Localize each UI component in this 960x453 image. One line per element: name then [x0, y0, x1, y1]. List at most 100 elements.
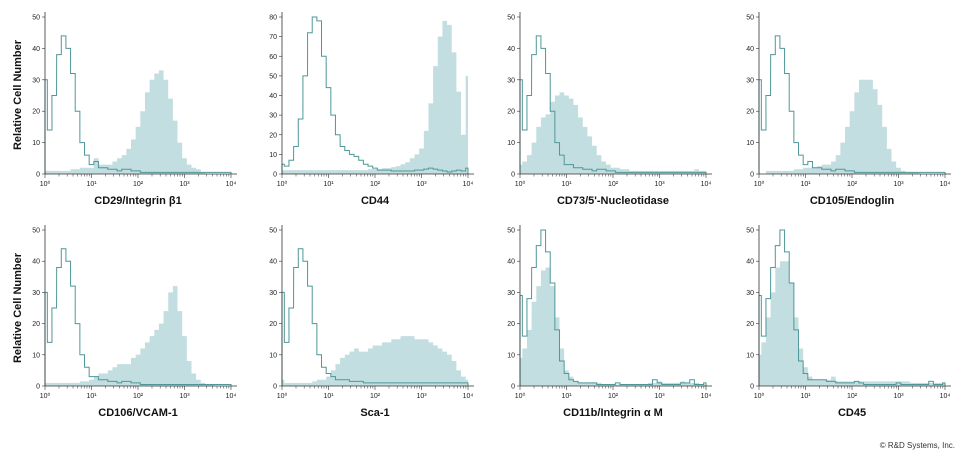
x-tick-label: 10¹: [561, 181, 572, 188]
histogram-panel: 0 10 20 30 40 50 10⁰ 10¹ 10² 10³ 10⁴ CD105/Endoglin: [746, 12, 951, 207]
x-tick-label: 10²: [370, 181, 381, 188]
histogram-panel: 0 10 20 30 40 50 10⁰ 10¹ 10² 10³ 10⁴ Sca-1: [269, 225, 474, 419]
x-tick-label: 10⁴: [226, 181, 237, 188]
y-tick-label: 70: [269, 34, 277, 41]
y-tick-label: 10: [32, 140, 40, 147]
x-tick-label: 10⁴: [463, 181, 474, 188]
stained-histogram: [520, 92, 706, 174]
isotype-histogram: [281, 16, 469, 174]
isotype-histogram: [758, 35, 946, 174]
y-tick-label: 30: [746, 77, 754, 84]
x-tick-label: 10²: [608, 393, 619, 400]
x-axis-label: CD73/5'-Nucleotidase: [557, 195, 669, 207]
y-axis-label-bottom: Relative Cell Number: [12, 252, 24, 363]
stained-histogram: [759, 79, 945, 174]
x-axis-label: CD29/Integrin β1: [94, 195, 181, 207]
x-tick-label: 10⁴: [940, 393, 951, 400]
y-tick-label: 40: [746, 46, 754, 53]
y-tick-label: 50: [746, 228, 754, 235]
x-tick-label: 10¹: [800, 393, 811, 400]
x-tick-label: 10⁰: [277, 180, 288, 188]
isotype-histogram: [44, 35, 232, 174]
stained-histogram: [282, 20, 468, 174]
stained-histogram: [45, 70, 231, 174]
histogram-panel: 0 10 20 30 40 50 10⁰ 10¹ 10² 10³ 10⁴ CD45: [746, 225, 951, 419]
y-tick-label: 0: [750, 384, 754, 391]
y-tick-label: 0: [511, 172, 515, 179]
x-tick-label: 10³: [654, 181, 665, 188]
isotype-histogram: [281, 248, 469, 386]
y-tick-label: 10: [746, 140, 754, 147]
histogram-panel: 0 10 20 30 40 50 60 70 80 10⁰ 10¹ 10² 10³ 10⁴ CD44: [269, 12, 474, 207]
x-tick-label: 10⁴: [940, 181, 951, 188]
y-tick-label: 30: [746, 290, 754, 297]
x-tick-label: 10²: [847, 393, 858, 400]
y-tick-label: 30: [507, 77, 515, 84]
histogram-panel: 0 10 20 30 40 50 10⁰ 10¹ 10² 10³ 10⁴ CD73/5'-Nucleo…: [507, 12, 712, 207]
isotype-histogram: [44, 248, 232, 386]
stained-histogram: [282, 336, 468, 386]
x-tick-label: 10³: [893, 393, 904, 400]
y-tick-label: 0: [273, 384, 277, 391]
y-tick-label: 50: [32, 15, 40, 22]
y-tick-label: 10: [269, 352, 277, 359]
y-tick-label: 20: [746, 109, 754, 116]
y-tick-label: 40: [746, 259, 754, 266]
x-tick-label: 10³: [654, 393, 665, 400]
x-tick-label: 10⁴: [701, 181, 712, 188]
stained-histogram: [45, 286, 231, 386]
histogram-panel: 0 10 20 30 40 50 10⁰ 10¹ 10² 10³ 10⁴ CD29/Integrin …: [32, 12, 237, 207]
x-axis-label: CD45: [838, 407, 866, 419]
y-tick-label: 20: [32, 109, 40, 116]
y-tick-label: 80: [269, 15, 277, 22]
x-tick-label: 10⁰: [277, 392, 288, 400]
y-tick-label: 50: [746, 15, 754, 22]
x-tick-label: 10¹: [86, 181, 97, 188]
y-tick-label: 40: [269, 93, 277, 100]
y-tick-label: 40: [32, 46, 40, 53]
y-tick-label: 40: [507, 259, 515, 266]
x-axis-label: Sca-1: [360, 407, 389, 419]
y-tick-label: 10: [746, 352, 754, 359]
y-tick-label: 10: [507, 140, 515, 147]
y-tick-label: 0: [36, 172, 40, 179]
y-tick-label: 60: [269, 54, 277, 61]
y-tick-label: 50: [269, 73, 277, 80]
histogram-panel: 0 10 20 30 40 50 10⁰ 10¹ 10² 10³ 10⁴ CD106/VCAM-1: [32, 225, 237, 419]
y-tick-label: 10: [269, 152, 277, 159]
x-tick-label: 10²: [133, 181, 144, 188]
x-tick-label: 10³: [179, 181, 190, 188]
stained-histogram: [520, 267, 706, 386]
x-axis-label: CD106/VCAM-1: [98, 407, 177, 419]
x-tick-label: 10²: [608, 181, 619, 188]
y-tick-label: 0: [36, 384, 40, 391]
y-tick-label: 0: [273, 172, 277, 179]
x-tick-label: 10⁰: [515, 392, 526, 400]
y-tick-label: 0: [750, 172, 754, 179]
y-tick-label: 10: [507, 352, 515, 359]
histogram-panel: 0 10 20 30 40 50 10⁰ 10¹ 10² 10³ 10⁴ CD11b/Integrin…: [507, 225, 712, 419]
y-tick-label: 40: [507, 46, 515, 53]
isotype-histogram: [519, 35, 707, 174]
copyright: © R&D Systems, Inc.: [880, 441, 955, 450]
x-tick-label: 10¹: [323, 181, 334, 188]
x-tick-label: 10¹: [86, 393, 97, 400]
x-tick-label: 10³: [416, 393, 427, 400]
x-tick-label: 10⁰: [515, 180, 526, 188]
y-tick-label: 50: [32, 228, 40, 235]
y-tick-label: 30: [507, 290, 515, 297]
x-tick-label: 10⁴: [701, 393, 712, 400]
x-tick-label: 10⁰: [754, 180, 765, 188]
isotype-histogram: [519, 229, 707, 386]
x-tick-label: 10³: [416, 181, 427, 188]
y-tick-label: 50: [507, 228, 515, 235]
y-tick-label: 30: [269, 290, 277, 297]
x-tick-label: 10²: [133, 393, 144, 400]
x-tick-label: 10³: [179, 393, 190, 400]
x-tick-label: 10³: [893, 181, 904, 188]
y-tick-label: 20: [32, 321, 40, 328]
x-tick-label: 10⁰: [754, 392, 765, 400]
x-axis-label: CD11b/Integrin α M: [563, 407, 663, 419]
y-tick-label: 40: [269, 259, 277, 266]
